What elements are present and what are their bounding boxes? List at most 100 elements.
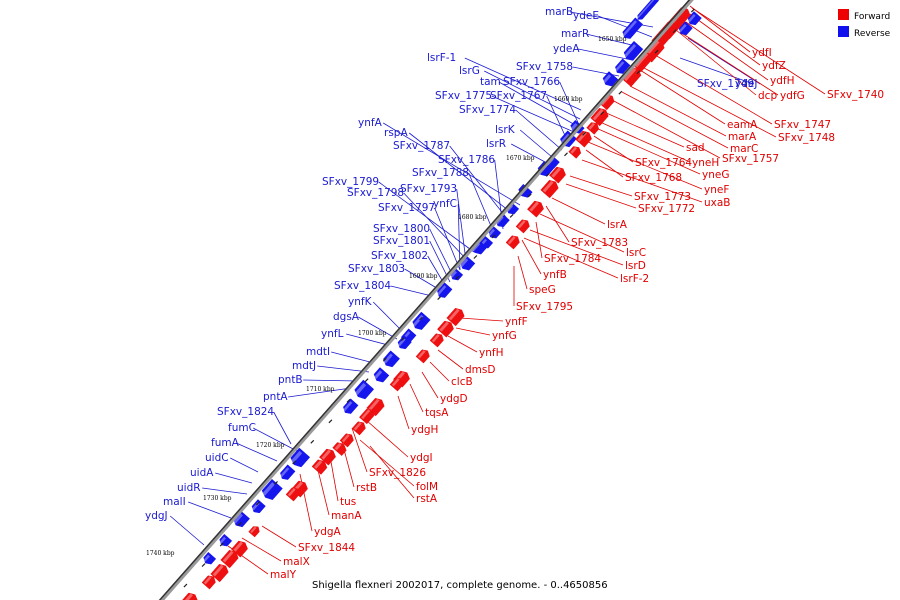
forward-gene-label[interactable]: malX <box>283 556 310 568</box>
reverse-gene-label[interactable]: pntB <box>278 374 303 386</box>
forward-gene-glyph[interactable] <box>568 146 582 159</box>
forward-gene-label[interactable]: SFxv_1740 <box>827 89 884 101</box>
forward-gene-glyph[interactable] <box>311 459 328 475</box>
forward-gene-glyph[interactable] <box>210 563 229 583</box>
reverse-gene-label[interactable]: lsrK <box>495 124 516 136</box>
forward-gene-label[interactable]: ydgD <box>440 393 468 405</box>
forward-gene-label[interactable]: marC <box>730 143 758 155</box>
forward-gene-label[interactable]: SFxv_1773 <box>634 191 691 203</box>
forward-gene-label[interactable]: yneF <box>704 184 729 196</box>
forward-gene-label[interactable]: dcp <box>758 90 777 102</box>
forward-gene-glyph[interactable] <box>339 433 354 448</box>
reverse-gene-label[interactable]: ydgJ <box>145 510 168 522</box>
reverse-gene-label[interactable]: rspA <box>384 127 408 139</box>
forward-gene-label[interactable]: SFxv_1757 <box>722 153 779 165</box>
forward-gene-label[interactable]: lsrC <box>626 247 646 259</box>
reverse-gene-label[interactable]: uidA <box>190 467 214 479</box>
forward-gene-glyph[interactable] <box>389 377 404 392</box>
reverse-gene-glyph[interactable] <box>354 379 375 400</box>
forward-gene-label[interactable]: ydgI <box>410 452 433 464</box>
forward-gene-label[interactable]: yneH <box>692 157 719 169</box>
forward-gene-label[interactable]: eamA <box>727 119 758 131</box>
reverse-gene-label[interactable]: tam <box>480 76 501 88</box>
reverse-gene-label[interactable]: SFxv_1797 <box>378 202 435 214</box>
reverse-gene-label[interactable]: malI <box>163 496 186 508</box>
forward-gene-glyph[interactable] <box>429 333 444 348</box>
reverse-gene-label[interactable]: SFxv_1799 <box>322 176 379 188</box>
reverse-gene-label[interactable]: uidR <box>177 482 201 494</box>
reverse-gene-glyph[interactable] <box>602 71 619 87</box>
reverse-gene-glyph[interactable] <box>622 17 644 39</box>
reverse-gene-label[interactable]: SFxv_1824 <box>217 406 274 418</box>
forward-gene-label[interactable]: rstA <box>416 493 438 505</box>
reverse-gene-label[interactable]: SFxv_1758 <box>516 61 573 73</box>
forward-gene-label[interactable]: clcB <box>451 376 473 388</box>
reverse-gene-glyph[interactable] <box>383 350 400 368</box>
forward-gene-label[interactable]: ydfG <box>780 90 805 102</box>
forward-gene-glyph[interactable] <box>359 408 375 425</box>
forward-gene-glyph[interactable] <box>446 307 465 327</box>
forward-gene-label[interactable]: ydfH <box>770 75 794 87</box>
forward-gene-label[interactable]: SFxv_1795 <box>516 301 573 313</box>
forward-gene-label[interactable]: SFxv_1784 <box>544 253 601 265</box>
forward-gene-glyph[interactable] <box>575 130 592 148</box>
reverse-gene-label[interactable]: fumA <box>211 437 240 449</box>
forward-gene-label[interactable]: lsrD <box>625 260 646 272</box>
forward-gene-label[interactable]: ynfF <box>505 316 528 328</box>
forward-gene-glyph[interactable] <box>586 122 600 135</box>
reverse-gene-label[interactable]: ydeJ <box>735 78 757 90</box>
reverse-gene-label[interactable]: marB <box>545 6 573 18</box>
forward-gene-glyph[interactable] <box>291 480 308 498</box>
reverse-gene-label[interactable]: SFxv_1793 <box>400 183 457 195</box>
reverse-gene-label[interactable]: ynfA <box>358 117 383 129</box>
forward-gene-label[interactable]: SFxv_1764 <box>635 157 692 169</box>
forward-gene-glyph[interactable] <box>437 320 454 338</box>
reverse-gene-label[interactable]: mdtJ <box>292 360 316 372</box>
forward-gene-label[interactable]: dmsD <box>465 364 495 376</box>
reverse-gene-label[interactable]: uidC <box>205 452 229 464</box>
reverse-gene-glyph[interactable] <box>251 499 266 514</box>
forward-gene-glyph[interactable] <box>231 540 248 558</box>
forward-gene-label[interactable]: lsrA <box>607 219 628 231</box>
reverse-gene-glyph[interactable] <box>412 311 431 330</box>
reverse-gene-label[interactable]: mdtI <box>306 346 330 358</box>
forward-gene-label[interactable]: ydfZ <box>762 60 786 72</box>
forward-gene-glyph[interactable] <box>415 349 430 364</box>
forward-gene-label[interactable]: SFxv_1768 <box>625 172 682 184</box>
forward-gene-label[interactable]: SFxv_1772 <box>638 203 695 215</box>
forward-gene-label[interactable]: sad <box>686 142 705 154</box>
forward-gene-glyph[interactable] <box>181 592 198 600</box>
reverse-gene-glyph[interactable] <box>437 282 453 298</box>
reverse-gene-glyph[interactable] <box>343 398 359 414</box>
reverse-gene-label[interactable]: fumC <box>228 422 256 434</box>
reverse-gene-label[interactable]: SFxv_1774 <box>459 104 516 116</box>
forward-gene-glyph[interactable] <box>319 448 336 466</box>
forward-gene-label[interactable]: ynfG <box>492 330 517 342</box>
reverse-gene-glyph[interactable] <box>373 367 390 383</box>
reverse-gene-glyph[interactable] <box>261 478 283 501</box>
reverse-gene-label[interactable]: pntA <box>263 391 288 403</box>
forward-gene-glyph[interactable] <box>549 166 566 184</box>
reverse-gene-label[interactable]: SFxv_1802 <box>371 250 428 262</box>
forward-gene-label[interactable]: yneG <box>702 169 729 181</box>
forward-gene-label[interactable]: manA <box>331 510 362 522</box>
forward-gene-label[interactable]: ynfH <box>479 347 503 359</box>
reverse-gene-label[interactable]: lsrF-1 <box>427 52 456 64</box>
forward-gene-glyph[interactable] <box>351 421 366 436</box>
reverse-gene-glyph[interactable] <box>687 11 702 26</box>
reverse-gene-label[interactable]: SFxv_1804 <box>334 280 391 292</box>
reverse-gene-label[interactable]: SFxv_1803 <box>348 263 405 275</box>
forward-gene-glyph[interactable] <box>590 107 609 127</box>
forward-gene-glyph[interactable] <box>505 235 520 250</box>
reverse-gene-glyph[interactable] <box>615 58 631 74</box>
forward-gene-label[interactable]: SFxv_1747 <box>774 119 831 131</box>
reverse-gene-glyph[interactable] <box>397 335 412 350</box>
reverse-gene-glyph[interactable] <box>203 551 217 565</box>
forward-gene-glyph[interactable] <box>285 487 300 502</box>
reverse-gene-label[interactable]: SFxv_1766 <box>503 76 560 88</box>
reverse-gene-label[interactable]: ynfC <box>433 198 457 210</box>
reverse-gene-label[interactable]: ynfL <box>321 328 344 340</box>
forward-gene-label[interactable]: SFxv_1748 <box>778 132 835 144</box>
forward-gene-glyph[interactable] <box>515 219 530 234</box>
forward-gene-label[interactable]: folM <box>416 481 438 493</box>
